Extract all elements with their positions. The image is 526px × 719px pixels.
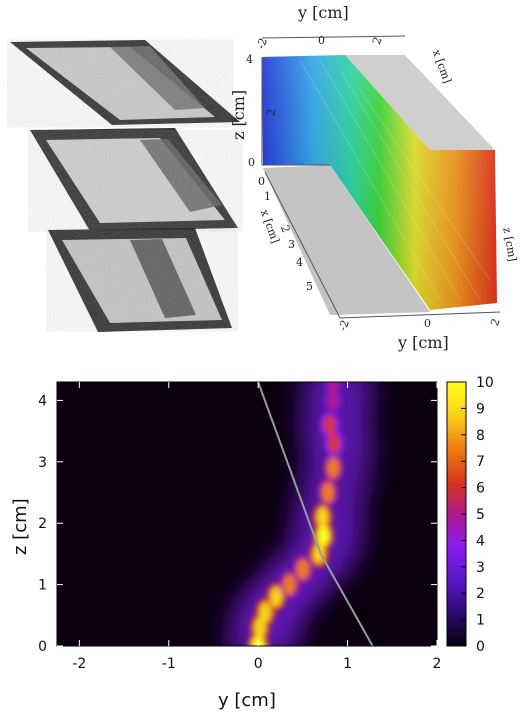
surface3d-ytick-bottom-2: 2 [488,317,503,328]
colorbar-axis: 0 1 2 3 4 5 6 7 8 9 10 [461,375,494,655]
surface3d-xtick-1: 1 [264,190,271,203]
surface3d-ztick-2: 4 [246,53,253,66]
surface3d-ytick-bottom-0: -2 [336,318,352,333]
surface3d-xlabel-back: x [cm] [430,48,454,85]
surface3d-ytick-top-2: 2 [370,35,385,46]
colorbar-tick-label-10: 10 [476,375,494,391]
surface3d-xtick-0: 0 [258,175,265,188]
heatmap-ytick-label-0: 0 [38,639,47,655]
heatmap-ridge-point-14 [327,382,340,392]
photo-1 [10,40,240,125]
colorbar-tick-label-8: 8 [476,428,485,444]
colorbar-tick-label-6: 6 [476,481,485,497]
heatmap-core-layer [248,382,345,646]
heatmap-ytick-label-3: 3 [38,455,47,471]
surface3d-xtick-2: 2 [278,224,293,235]
colorbar-tick-label-9: 9 [476,401,485,417]
heatmap-ytick-label-4: 4 [38,393,47,409]
colorbar-tick-label-7: 7 [476,454,485,470]
surface3d-ytick-top-0: -2 [254,36,270,51]
heatmap-frame [56,381,438,647]
heatmap-ridge-point-1 [253,617,266,638]
colorbar-tick-label-3: 3 [476,560,485,576]
surface3d-xlabel: x [cm] [258,208,282,245]
surface3d-ylabel-top: y [cm] [297,3,349,22]
heatmap-y-axis: 0 1 2 3 4 [38,393,437,655]
heatmap-xtick-label-0: -2 [72,656,86,672]
photo-2 [30,128,238,231]
colorbar-tick-label-5: 5 [476,507,485,523]
surface3d-zlabel: z [cm] [229,90,248,140]
heatmap-guide-line [257,382,374,646]
heatmap-ridge-point-8 [316,507,329,528]
colorbar-tick-label-2: 2 [476,586,485,602]
heatmap-ridge-point-12 [323,414,336,435]
heatmap-ridge-point-5 [296,559,309,580]
heatmap-x-axis: -2 -1 0 1 2 [72,382,441,672]
surface3d-xtick-3: 3 [288,238,295,251]
heatmap-ridge-point-10 [327,457,340,478]
surface3d-ztick-1: 2 [264,108,278,117]
surface3d-ztick-0: 0 [248,156,255,169]
heatmap-ridge-point-13 [327,390,340,411]
heatmap-xtick-label-3: 1 [343,656,352,672]
surface3d-axes [261,35,501,319]
heatmap-xlabel: y [cm] [218,690,276,711]
colorbar-tick-label-0: 0 [476,639,485,655]
heatmap-panel: -2 -1 0 1 2 0 1 2 3 4 y [cm] z [cm] 0 1 2 3 4 5 6 7 8 9 10 [10,375,494,711]
heatmap-xtick-label-1: -1 [162,656,176,672]
surface3d-shade [262,55,497,310]
photo-stack [10,40,240,332]
surface3d-zlabel-right: z [cm] [500,226,519,262]
surface3d-xtick-5: 5 [306,280,313,293]
colorbar-tick-label-1: 1 [476,613,485,629]
heatmap-xtick-label-2: 0 [254,656,263,672]
surface3d-back-wall [345,55,495,150]
surface3d-ylabel-bottom: y [cm] [397,333,449,352]
surface3d-floor [263,165,430,315]
heatmap-ridge-point-9 [321,482,334,503]
photo-3 [48,228,232,332]
heatmap-ylabel: z [cm] [10,498,31,555]
heatmap-ridge-point-11 [328,433,341,454]
surface3d-ytick-top-1: 0 [318,34,325,47]
heatmap-ytick-label-2: 2 [38,516,47,532]
surface3d-xtick-4: 4 [296,256,303,269]
heatmap-ridge-point-3 [270,586,283,607]
heatmap-ridge-point-6 [312,543,325,564]
colorbar-tick-label-4: 4 [476,533,485,549]
heatmap-ridge-point-4 [283,574,296,595]
heatmap-xtick-label-4: 2 [433,656,442,672]
surface3d-panel: y [cm] -2 0 2 z [cm] 0 2 4 x [cm] 0 1 2 … [229,3,519,352]
heatmap-ytick-label-1: 1 [38,578,47,594]
surface3d-ytick-bottom-1: 0 [424,317,431,330]
heatmap-ridge-point-7 [317,525,330,546]
heatmap-ridge-point-2 [259,602,272,623]
surface3d-streaks [299,59,491,301]
